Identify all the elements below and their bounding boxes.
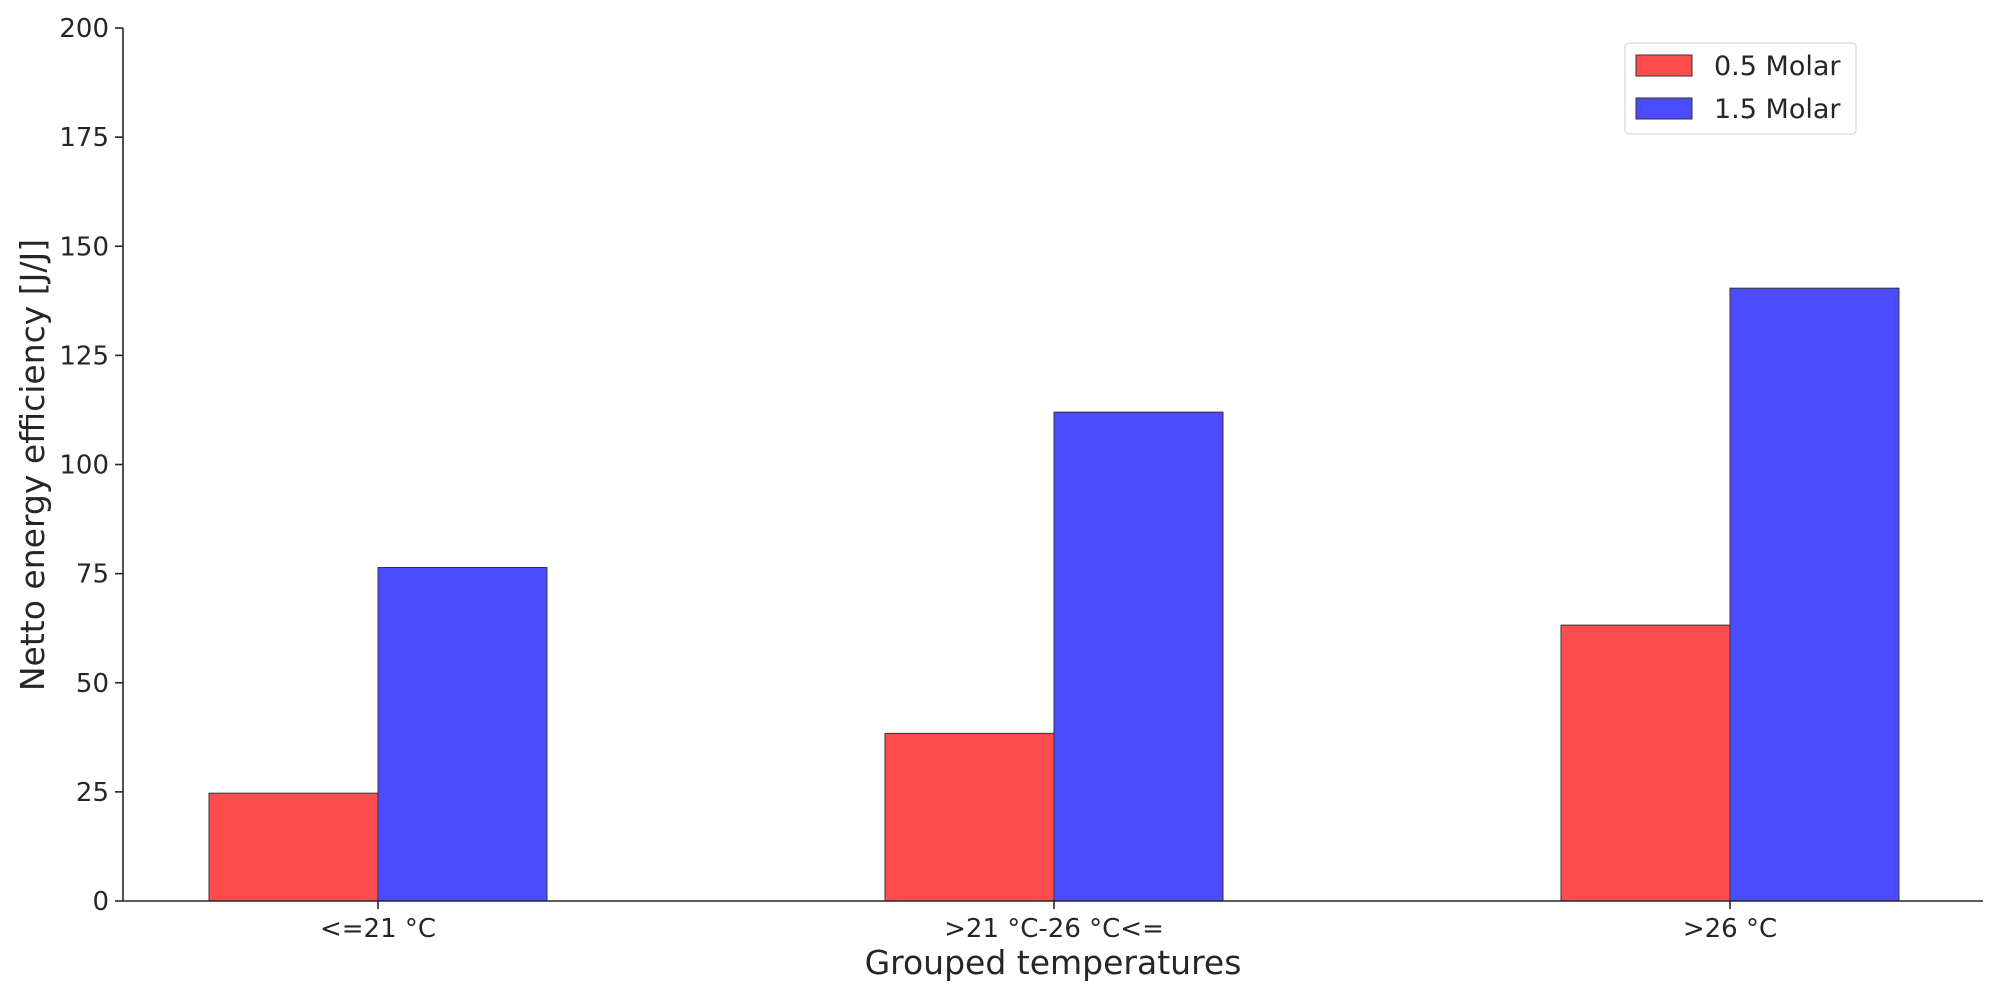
- legend-label-0.5-molar: 0.5 Molar: [1714, 51, 1841, 82]
- x-tick-label: >26 °C: [1683, 914, 1777, 944]
- bar-1.5-molar-3: [1729, 287, 1900, 902]
- bar-0.5-molar-1: [208, 792, 379, 902]
- y-tick-label: 125: [59, 341, 109, 371]
- y-ticks: 0 25 50 75 100 125 150 175 200: [59, 14, 123, 917]
- y-tick-label: 200: [59, 14, 109, 44]
- y-tick-label: 150: [59, 232, 109, 262]
- bar-1.5-molar-2: [1053, 411, 1224, 902]
- x-ticks: <=21 °C >21 °C-26 °C<= >26 °C: [320, 901, 1777, 944]
- y-tick-label: 75: [76, 560, 109, 590]
- x-tick-label: <=21 °C: [320, 914, 436, 944]
- y-axis-label: Netto energy efficiency [J/J]: [13, 239, 52, 691]
- legend-swatch-0.5-molar: [1635, 54, 1693, 77]
- bar-1.5-molar-1: [377, 567, 548, 902]
- y-tick-label: 50: [76, 669, 109, 699]
- y-tick-label: 175: [59, 123, 109, 153]
- y-tick-label: 0: [92, 887, 109, 917]
- y-tick-label: 100: [59, 451, 109, 481]
- x-tick-label: >21 °C-26 °C<=: [944, 914, 1164, 944]
- bar-0.5-molar-3: [1560, 624, 1731, 902]
- legend: 0.5 Molar 1.5 Molar: [1624, 42, 1857, 135]
- bar-0.5-molar-2: [884, 732, 1055, 902]
- legend-swatch-1.5-molar: [1635, 97, 1693, 120]
- x-axis-label: Grouped temperatures: [865, 943, 1242, 982]
- y-tick-label: 25: [76, 778, 109, 808]
- legend-label-1.5-molar: 1.5 Molar: [1714, 94, 1841, 125]
- bars-layer: [208, 287, 1900, 902]
